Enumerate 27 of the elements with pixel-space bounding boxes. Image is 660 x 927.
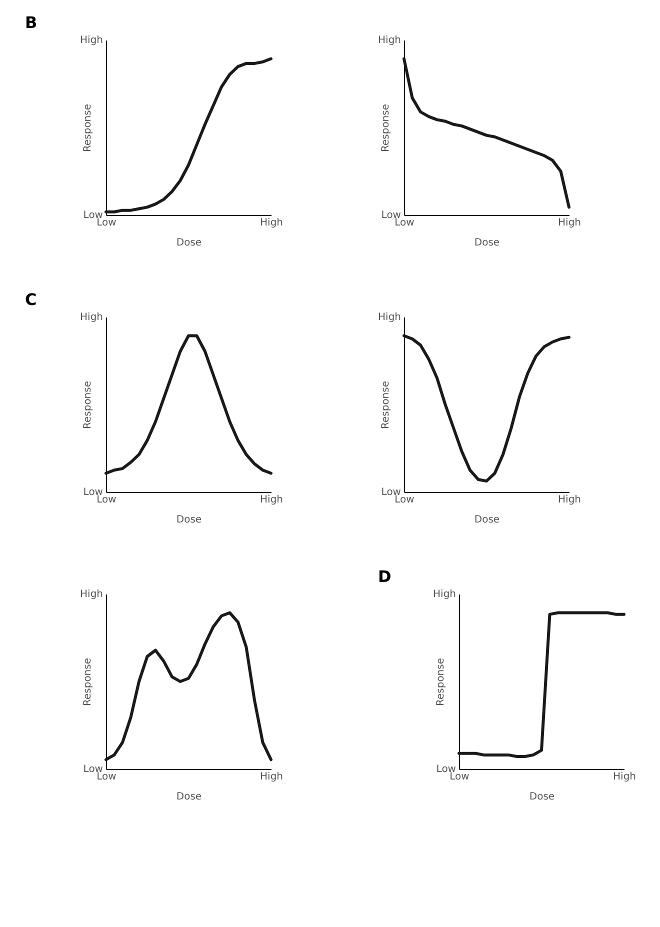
x-axis-title: Dose: [474, 238, 500, 248]
text: High: [80, 35, 103, 46]
y-axis-title: Response: [82, 658, 94, 706]
x-axis-title: Dose: [474, 514, 500, 526]
y-axis-title: Response: [82, 380, 94, 430]
x-axis-title: Dose: [176, 792, 202, 802]
chart-title: D: [378, 567, 392, 586]
y-axis-title: Response: [436, 658, 446, 706]
text: High: [80, 589, 103, 600]
text: High: [80, 312, 103, 323]
y-axis-title: Response: [380, 104, 392, 152]
x-axis-title: Dose: [529, 792, 555, 802]
x-tick-label: High: [260, 494, 283, 506]
chart-title: B: [25, 13, 38, 32]
x-tick-label: High: [260, 218, 283, 228]
x-tick-label: High: [558, 494, 581, 506]
text: High: [378, 312, 401, 323]
x-axis-title: Dose: [176, 514, 202, 526]
text: High: [433, 589, 456, 600]
y-axis-title: Response: [380, 380, 392, 430]
y-axis-title: Response: [82, 104, 94, 152]
x-axis-title: Dose: [176, 238, 202, 248]
x-tick-label: High: [558, 218, 581, 228]
x-tick-label: High: [613, 772, 636, 782]
x-tick-label: High: [260, 772, 283, 782]
chart-title: C: [25, 290, 37, 309]
text: High: [378, 35, 401, 46]
